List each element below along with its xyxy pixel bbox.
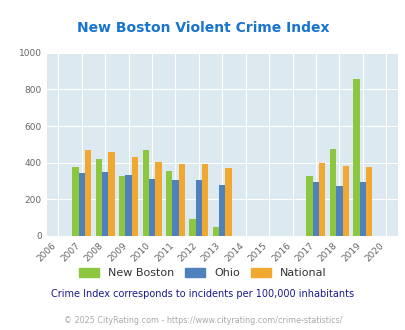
Bar (132, 157, 138, 236)
Bar (96, 159, 102, 236)
Bar (172, 180, 178, 236)
Bar (142, 150, 149, 236)
Bar (342, 166, 348, 236)
Bar (306, 176, 312, 236)
Text: Crime Index corresponds to incidents per 100,000 inhabitants: Crime Index corresponds to incidents per… (51, 289, 354, 299)
Bar (178, 164, 185, 236)
Legend: New Boston, Ohio, National: New Boston, Ohio, National (76, 265, 329, 282)
Bar (219, 185, 225, 236)
Bar (212, 227, 219, 236)
Bar (312, 182, 318, 236)
Bar (365, 167, 371, 236)
Bar (189, 218, 195, 236)
Bar (108, 152, 115, 236)
Bar (102, 172, 108, 236)
Bar (335, 185, 342, 236)
Bar (318, 163, 325, 236)
Text: New Boston Violent Crime Index: New Boston Violent Crime Index (77, 21, 328, 35)
Bar (329, 149, 335, 236)
Bar (202, 164, 208, 236)
Bar (125, 175, 132, 236)
Bar (79, 173, 85, 236)
Bar (119, 176, 125, 236)
Text: © 2025 CityRating.com - https://www.cityrating.com/crime-statistics/: © 2025 CityRating.com - https://www.city… (64, 315, 341, 325)
Bar (359, 182, 365, 236)
Bar (352, 79, 359, 236)
Bar (166, 171, 172, 236)
Bar (149, 179, 155, 236)
Bar (225, 168, 231, 236)
Bar (155, 162, 161, 236)
Bar (85, 150, 91, 236)
Bar (72, 167, 79, 236)
Bar (195, 181, 202, 236)
